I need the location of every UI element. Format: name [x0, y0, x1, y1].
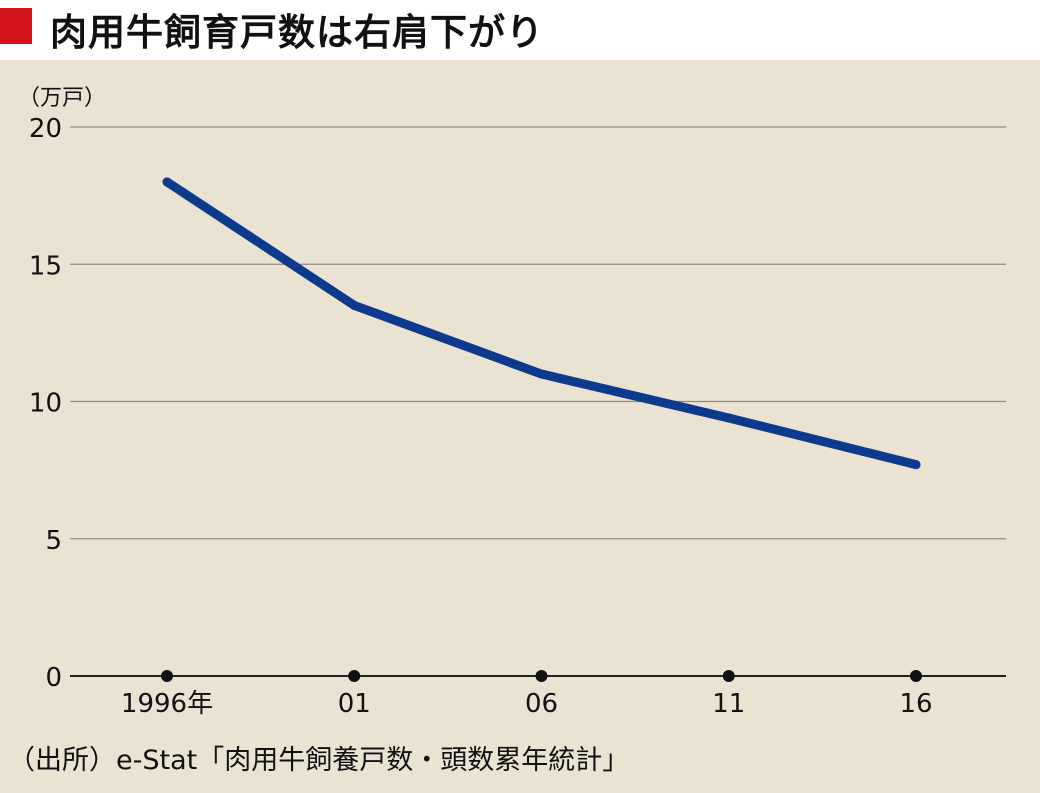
x-tick-label: 01: [338, 689, 371, 719]
x-tick-dot: [535, 670, 548, 682]
y-tick-label: 10: [29, 389, 62, 419]
data-point: [162, 177, 172, 187]
x-tick-label: 16: [899, 689, 932, 719]
x-tick-label: 06: [525, 689, 558, 719]
data-point: [911, 460, 921, 470]
x-tick-label: 11: [712, 689, 745, 719]
x-tick-label: 1996年: [121, 689, 213, 719]
y-tick-label: 20: [29, 114, 62, 144]
source-note: （出所）e-Stat「肉用牛飼養戸数・頭数累年統計」: [8, 745, 630, 776]
chart-title: 肉用牛飼育戸数は右肩下がり: [50, 11, 544, 54]
title-marker: [0, 8, 32, 44]
y-tick-label: 5: [45, 526, 62, 556]
title-bar: 肉用牛飼育戸数は右肩下がり: [0, 0, 1040, 60]
data-point: [724, 413, 734, 423]
x-tick-dot: [348, 670, 361, 682]
y-tick-label: 0: [45, 663, 62, 693]
data-point: [537, 369, 546, 379]
y-axis-unit-label: （万戸）: [18, 86, 106, 111]
y-tick-label: 15: [29, 251, 62, 281]
x-tick-dot: [161, 670, 173, 682]
series-line: [162, 177, 921, 470]
x-tick-dot: [910, 670, 922, 682]
data-point: [349, 300, 359, 310]
x-tick-dot: [722, 670, 735, 682]
